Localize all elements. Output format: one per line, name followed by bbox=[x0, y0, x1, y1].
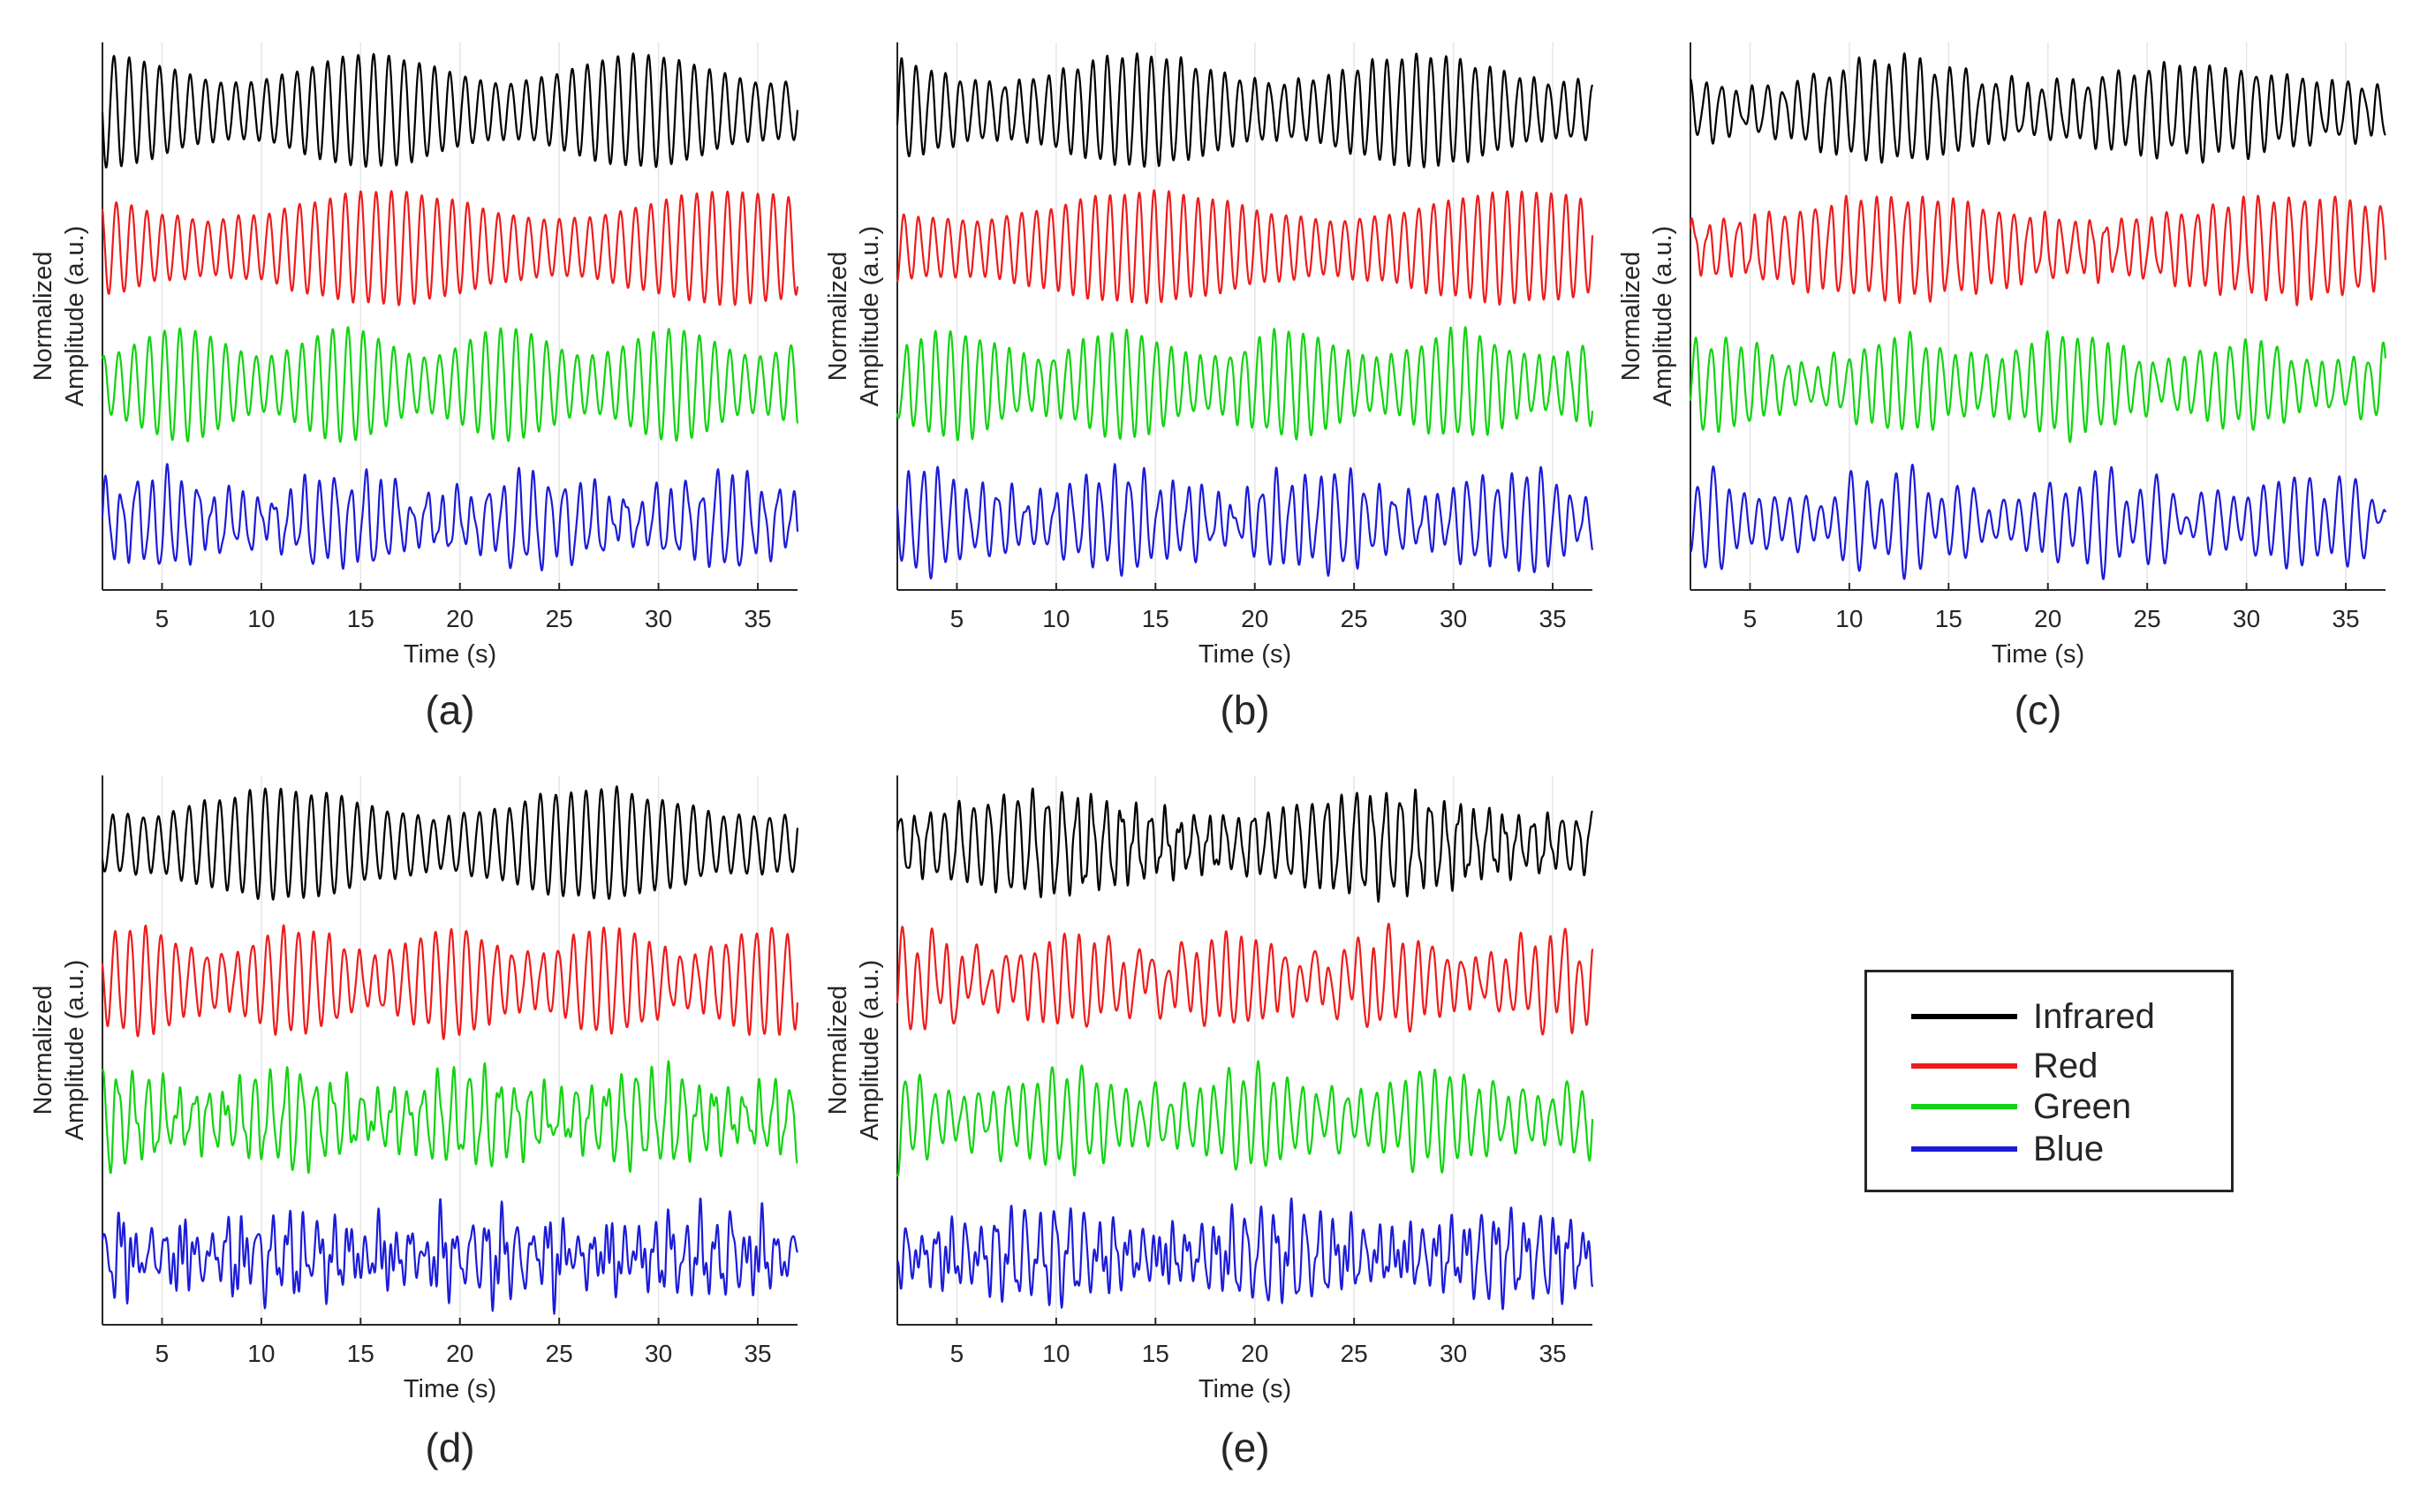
x-tick-label-10: 10 bbox=[1835, 605, 1863, 632]
chart-panel-1: 5 10 15 20 25 30 35 Time (s) Normalized Amplitude… bbox=[29, 42, 799, 733]
x-tick-label-20: 20 bbox=[1241, 1340, 1268, 1367]
panel-label-5: (e) bbox=[1220, 1425, 1269, 1470]
x-tick-label-5: 5 bbox=[155, 605, 170, 632]
x-tick-label-25: 25 bbox=[1341, 1340, 1368, 1367]
legend-item-red: Red bbox=[1911, 1047, 2098, 1085]
legend-label-red: Red bbox=[2033, 1046, 2098, 1085]
x-tick-label-35: 35 bbox=[1539, 1340, 1566, 1367]
y-axis-label-line-1: Normalized bbox=[29, 986, 57, 1115]
legend-item-green: Green bbox=[1911, 1087, 2131, 1126]
series-line-blue bbox=[896, 463, 1594, 580]
series-line-red bbox=[896, 922, 1594, 1036]
y-axis-label-line-2: Amplitude (a.u.) bbox=[61, 960, 89, 1141]
x-tick-label-15: 15 bbox=[1142, 605, 1169, 632]
series-line-red bbox=[896, 189, 1594, 306]
panel-label-4: (d) bbox=[425, 1425, 474, 1470]
x-tick-label-15: 15 bbox=[347, 1340, 374, 1367]
chart-panel-2: 5 10 15 20 25 30 35 Time (s) Normalized Amplitude… bbox=[824, 42, 1594, 733]
x-tick-label-10: 10 bbox=[1042, 1340, 1070, 1367]
y-axis-label-line-1: Normalized bbox=[824, 986, 852, 1115]
x-tick-label-20: 20 bbox=[446, 1340, 473, 1367]
series-line-red bbox=[1689, 194, 2387, 306]
x-tick-label-15: 15 bbox=[1935, 605, 1962, 632]
panel-label-3: (c) bbox=[2015, 687, 2062, 733]
legend-label-infrared: Infrared bbox=[2033, 996, 2155, 1036]
x-tick-label-20: 20 bbox=[1241, 605, 1268, 632]
x-axis-label: Time (s) bbox=[404, 1375, 496, 1403]
x-tick-label-25: 25 bbox=[546, 1340, 573, 1367]
legend-swatch-red bbox=[1911, 1063, 2017, 1069]
x-axis-label: Time (s) bbox=[1198, 1375, 1291, 1403]
legend: Infrared Red Green Blue bbox=[1864, 970, 2234, 1192]
y-axis-label-line-2: Amplitude (a.u.) bbox=[856, 226, 884, 407]
series-line-blue bbox=[101, 1198, 799, 1315]
x-tick-label-10: 10 bbox=[1042, 605, 1070, 632]
legend-item-infrared: Infrared bbox=[1911, 997, 2155, 1036]
x-tick-label-35: 35 bbox=[744, 1340, 771, 1367]
x-tick-label-30: 30 bbox=[645, 605, 672, 632]
x-tick-label-5: 5 bbox=[950, 605, 964, 632]
chart-panel-4: 5 10 15 20 25 30 35 Time (s) Normalized Amplitude… bbox=[29, 775, 799, 1470]
x-axis-label: Time (s) bbox=[404, 640, 496, 669]
x-tick-label-15: 15 bbox=[1142, 1340, 1169, 1367]
y-axis-label-line-1: Normalized bbox=[1617, 252, 1645, 382]
legend-swatch-green bbox=[1911, 1104, 2017, 1109]
series-line-blue bbox=[101, 463, 799, 571]
series-line-green bbox=[101, 326, 799, 443]
y-axis-label-line-2: Amplitude (a.u.) bbox=[1649, 226, 1677, 407]
series-line-blue bbox=[896, 1197, 1594, 1311]
legend-label-green: Green bbox=[2033, 1086, 2132, 1126]
x-axis-label: Time (s) bbox=[1198, 640, 1291, 669]
legend-label-blue: Blue bbox=[2033, 1129, 2105, 1168]
y-axis-label-line-1: Normalized bbox=[824, 252, 852, 382]
x-tick-label-25: 25 bbox=[1341, 605, 1368, 632]
y-axis-label-line-2: Amplitude (a.u.) bbox=[61, 226, 89, 407]
x-tick-label-35: 35 bbox=[744, 605, 771, 632]
x-tick-label-5: 5 bbox=[1743, 605, 1758, 632]
x-tick-label-5: 5 bbox=[950, 1340, 964, 1367]
chart-panel-3: 5 10 15 20 25 30 35 Time (s) Normalized Amplitude… bbox=[1617, 42, 2387, 733]
x-tick-label-10: 10 bbox=[247, 1340, 275, 1367]
y-axis-label-line-2: Amplitude (a.u.) bbox=[856, 960, 884, 1141]
legend-swatch-blue bbox=[1911, 1146, 2017, 1152]
x-tick-label-20: 20 bbox=[446, 605, 473, 632]
series-line-infrared bbox=[101, 785, 799, 901]
x-tick-label-15: 15 bbox=[347, 605, 374, 632]
panel-label-1: (a) bbox=[425, 687, 474, 733]
legend-item-blue: Blue bbox=[1911, 1130, 2104, 1168]
chart-panel-5: 5 10 15 20 25 30 35 Time (s) Normalized Amplitude… bbox=[824, 775, 1594, 1470]
x-tick-label-35: 35 bbox=[1539, 605, 1566, 632]
x-tick-label-30: 30 bbox=[2233, 605, 2260, 632]
series-line-infrared bbox=[896, 787, 1593, 903]
series-line-blue bbox=[1690, 464, 2387, 580]
x-tick-label-30: 30 bbox=[645, 1340, 672, 1367]
panel-label-2: (b) bbox=[1220, 687, 1269, 733]
x-tick-label-25: 25 bbox=[546, 605, 573, 632]
x-tick-label-20: 20 bbox=[2034, 605, 2061, 632]
x-tick-label-30: 30 bbox=[1440, 605, 1467, 632]
series-line-green bbox=[101, 1060, 798, 1175]
y-axis-label-line-1: Normalized bbox=[29, 252, 57, 382]
series-line-green bbox=[1689, 330, 2387, 443]
x-tick-label-25: 25 bbox=[2134, 605, 2161, 632]
x-tick-label-10: 10 bbox=[247, 605, 275, 632]
x-tick-label-5: 5 bbox=[155, 1340, 170, 1367]
legend-swatch-infrared bbox=[1911, 1014, 2017, 1019]
series-line-red bbox=[101, 190, 799, 306]
x-tick-label-30: 30 bbox=[1440, 1340, 1467, 1367]
series-line-infrared bbox=[1690, 52, 2386, 164]
series-line-infrared bbox=[101, 52, 799, 169]
series-line-red bbox=[101, 924, 799, 1040]
x-axis-label: Time (s) bbox=[1992, 640, 2084, 669]
x-tick-label-35: 35 bbox=[2332, 605, 2359, 632]
series-line-infrared bbox=[896, 52, 1594, 169]
series-line-green bbox=[896, 326, 1594, 442]
series-line-green bbox=[896, 1060, 1594, 1177]
